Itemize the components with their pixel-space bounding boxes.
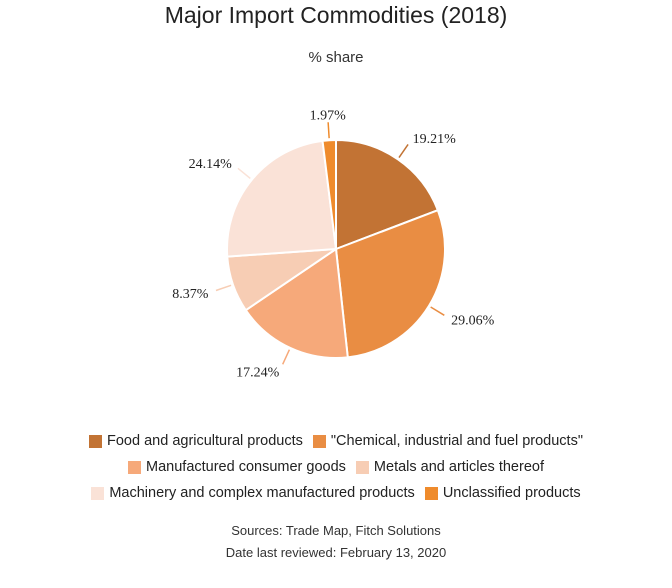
data-label-manufactured-consumer-goods: 17.24% [236, 366, 280, 381]
leader-line-chemical-industrial-and-fuel-products [430, 306, 445, 316]
legend: Food and agricultural products "Chemical… [0, 428, 672, 506]
data-label-metals-and-articles-thereof: 8.37% [172, 287, 209, 302]
leader-line-food-and-agricultural-products [398, 144, 409, 159]
legend-label-consumer-goods: Manufactured consumer goods [146, 459, 346, 475]
legend-row-2: Manufactured consumer goods Metals and a… [0, 454, 672, 480]
data-label-machinery-and-complex-manufactured-products: 24.14% [189, 157, 233, 172]
legend-swatch-chemical [312, 434, 326, 448]
pie-slice-machinery-and-complex-manufactured-products[interactable] [226, 139, 338, 258]
legend-item-metals[interactable]: Metals and articles thereof [355, 459, 544, 475]
data-label-chemical-industrial-and-fuel-products: 29.06% [451, 313, 495, 328]
leader-line-unclassified-products [327, 122, 330, 139]
legend-item-chemical[interactable]: "Chemical, industrial and fuel products" [312, 433, 583, 449]
leader-line-metals-and-articles-thereof [215, 284, 232, 292]
pie-chart: 19.21% 29.06% 17.24% 8.37% 24.14% 1.97% [172, 108, 495, 381]
data-label-unclassified-products: 1.97% [310, 108, 347, 123]
legend-swatch-food [89, 434, 103, 448]
legend-item-machinery[interactable]: Machinery and complex manufactured produ… [91, 485, 415, 501]
legend-row-3: Machinery and complex manufactured produ… [0, 480, 672, 506]
review-date: Date last reviewed: February 13, 2020 [225, 545, 447, 560]
data-label-food-and-agricultural-products: 19.21% [413, 132, 457, 147]
chart-title: Major Import Commodities (2018) [164, 2, 508, 28]
legend-label-unclassified: Unclassified products [442, 485, 581, 501]
leader-line-manufactured-consumer-goods [281, 349, 291, 365]
leader-line-machinery-and-complex-manufactured-products [237, 167, 251, 180]
legend-swatch-consumer-goods [128, 460, 142, 474]
legend-item-consumer-goods[interactable]: Manufactured consumer goods [128, 459, 346, 475]
pie-slice-food-and-agricultural-products[interactable] [335, 138, 440, 251]
legend-item-food[interactable]: Food and agricultural products [89, 433, 303, 449]
legend-item-unclassified[interactable]: Unclassified products [424, 485, 581, 501]
legend-swatch-machinery [91, 486, 105, 500]
legend-label-metals: Metals and articles thereof [373, 459, 544, 475]
legend-swatch-metals [355, 460, 369, 474]
legend-row-1: Food and agricultural products "Chemical… [0, 428, 672, 454]
chart-subtitle: % share [308, 49, 364, 66]
pie-slice-manufactured-consumer-goods[interactable] [244, 247, 349, 359]
source-note: Sources: Trade Map, Fitch Solutions [231, 523, 441, 538]
legend-swatch-unclassified [424, 486, 438, 500]
legend-label-food: Food and agricultural products [107, 433, 303, 449]
legend-label-machinery: Machinery and complex manufactured produ… [109, 485, 415, 501]
legend-label-chemical: "Chemical, industrial and fuel products" [330, 433, 583, 449]
pie-slice-unclassified-products[interactable] [321, 138, 337, 250]
pie-slice-chemical-industrial-and-fuel-products[interactable] [334, 208, 446, 359]
